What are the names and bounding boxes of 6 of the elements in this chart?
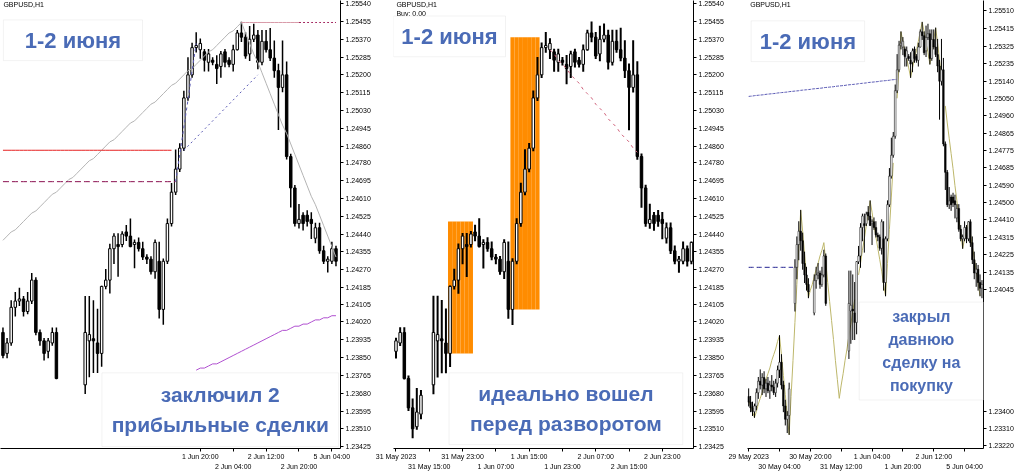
annotation: заключил 2 прибыльные сделки [111,382,329,437]
text: 1-2 июня [759,28,857,54]
annotation: идеально вошел перед разворотом [469,382,662,436]
text: 1-2 июня [401,23,498,49]
text: 1-2 июня [24,27,122,53]
annotation: закрыл давнюю сделку на покупку [882,307,961,395]
